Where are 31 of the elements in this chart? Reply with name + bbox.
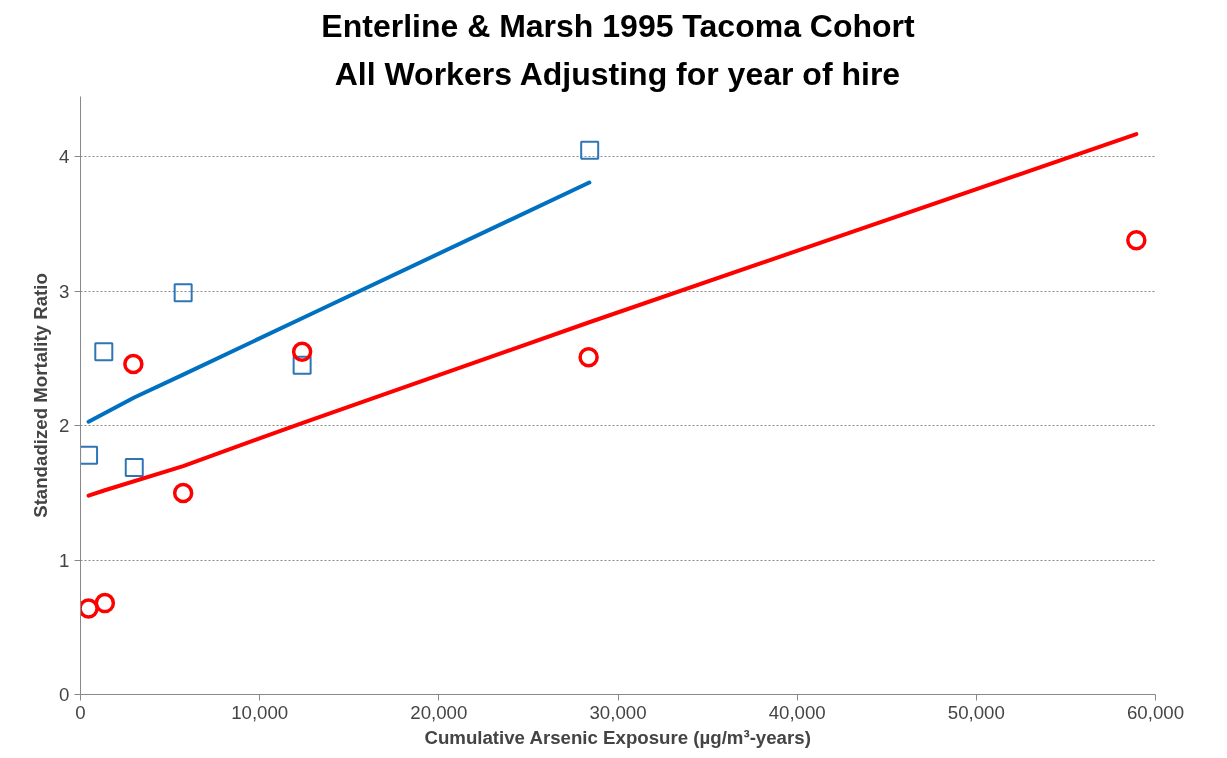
x-axis-title: Cumulative Arsenic Exposure (µg/m³-years) xyxy=(424,726,811,748)
point xyxy=(80,598,99,619)
x-tick-label: 20,000 xyxy=(410,701,468,723)
point xyxy=(292,355,312,375)
x-tick-label: 0 xyxy=(75,701,86,723)
point xyxy=(578,346,599,368)
point xyxy=(172,482,194,504)
point xyxy=(580,140,600,160)
chart-subtitle: All Workers Adjusting for year of hire xyxy=(334,55,901,92)
point xyxy=(94,342,114,362)
y-tick-label: 2 xyxy=(59,415,70,437)
point xyxy=(173,283,193,303)
y-tick-label: 1 xyxy=(59,549,70,571)
x-tick-label: 40,000 xyxy=(768,701,826,723)
point xyxy=(80,445,99,465)
y-axis-title: Standadized Mortality Ratio xyxy=(30,273,52,518)
y-tick-label: 4 xyxy=(59,146,70,168)
line-series xyxy=(86,180,592,424)
y-tick-label: 0 xyxy=(59,684,70,705)
line-series xyxy=(86,132,1139,498)
point xyxy=(94,592,116,614)
chart-title: Enterline & Marsh 1995 Tacoma Cohort xyxy=(321,7,916,44)
y-tick-label: 3 xyxy=(59,280,70,302)
x-tick-label: 50,000 xyxy=(947,701,1005,723)
point xyxy=(291,341,313,363)
point xyxy=(1126,230,1147,251)
point xyxy=(123,353,144,375)
point xyxy=(124,457,144,477)
x-tick-label: 10,000 xyxy=(231,701,289,723)
x-tick-label: 30,000 xyxy=(589,701,647,723)
x-tick-label: 60,000 xyxy=(1126,701,1185,723)
